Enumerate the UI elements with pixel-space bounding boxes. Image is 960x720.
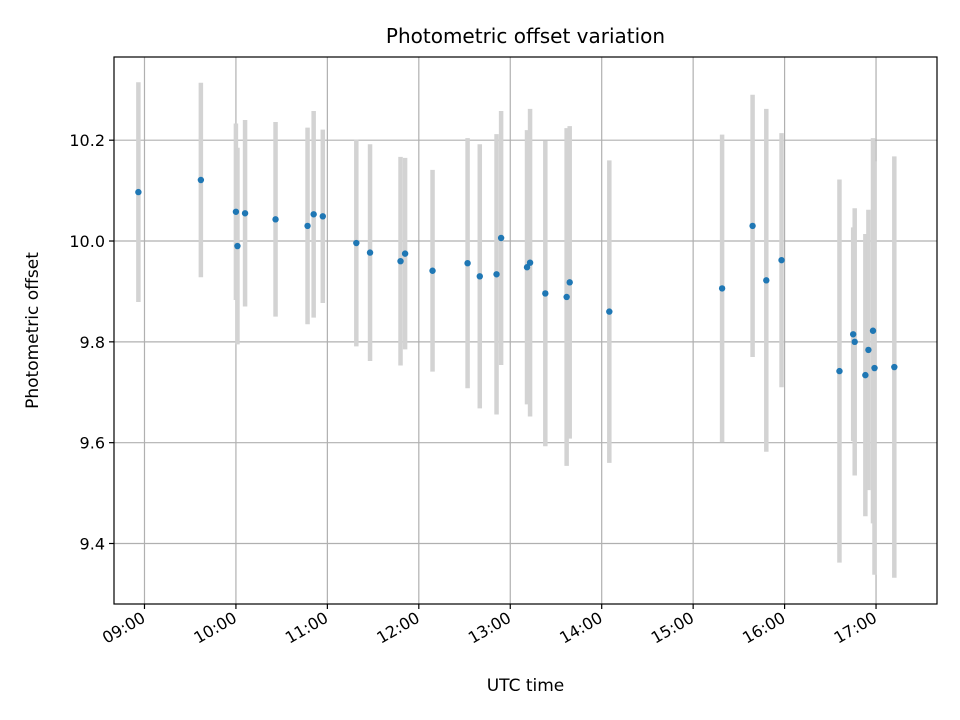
data-point bbox=[319, 213, 326, 220]
data-point bbox=[563, 293, 570, 301]
data-point bbox=[763, 277, 770, 284]
y-axis-ticks: 9.4 9.6 9.8 10.0 10.2 bbox=[69, 131, 114, 554]
data-point bbox=[851, 338, 858, 346]
data-point bbox=[429, 267, 436, 274]
data-point bbox=[135, 188, 142, 196]
data-point bbox=[526, 259, 534, 266]
data-point bbox=[566, 279, 573, 286]
data-point bbox=[497, 234, 505, 242]
x-axis-ticks: 09:00 10:00 11:00 12:00 13:00 14:00 15:00 16:00… bbox=[99, 604, 880, 648]
x-axis-label: UTC time bbox=[487, 676, 565, 696]
data-point bbox=[891, 363, 898, 371]
chart-title: Photometric offset variation bbox=[386, 24, 665, 48]
data-point bbox=[476, 273, 483, 280]
data-point bbox=[869, 327, 877, 334]
y-tick-label: 10.2 bbox=[69, 131, 105, 150]
data-point bbox=[493, 271, 500, 278]
error-bars bbox=[136, 82, 897, 578]
data-point bbox=[353, 239, 360, 247]
data-point bbox=[849, 331, 857, 338]
y-tick-label: 9.8 bbox=[80, 333, 105, 352]
y-axis-label: Photometric offset bbox=[23, 252, 43, 409]
x-tick-label: 17:00 bbox=[831, 608, 880, 648]
data-point bbox=[397, 257, 404, 265]
data-point bbox=[401, 250, 409, 257]
data-point bbox=[366, 249, 374, 256]
data-point bbox=[871, 364, 878, 372]
y-tick-label: 9.6 bbox=[80, 434, 105, 453]
x-tick-label: 09:00 bbox=[99, 608, 148, 648]
data-point bbox=[836, 367, 843, 375]
plot-frame bbox=[113, 56, 938, 605]
x-tick-label: 11:00 bbox=[282, 608, 331, 648]
data-point bbox=[862, 371, 869, 379]
x-tick-label: 15:00 bbox=[648, 608, 697, 648]
data-point bbox=[606, 308, 613, 315]
data-point bbox=[241, 210, 249, 217]
y-tick-label: 9.4 bbox=[80, 535, 105, 554]
data-point bbox=[778, 256, 785, 264]
data-point bbox=[718, 285, 726, 292]
data-point bbox=[542, 290, 549, 297]
y-tick-label: 10.0 bbox=[69, 232, 105, 251]
x-tick-label: 10:00 bbox=[190, 608, 239, 648]
data-points bbox=[135, 176, 898, 379]
data-point bbox=[865, 346, 872, 354]
data-point bbox=[234, 242, 241, 250]
data-point bbox=[197, 176, 205, 184]
data-point bbox=[749, 222, 756, 230]
data-point bbox=[464, 259, 471, 267]
x-tick-label: 14:00 bbox=[556, 608, 605, 648]
data-point bbox=[304, 222, 311, 230]
data-point bbox=[272, 216, 279, 223]
x-tick-label: 12:00 bbox=[373, 608, 422, 648]
x-tick-label: 16:00 bbox=[739, 608, 788, 648]
data-point bbox=[523, 264, 531, 271]
data-point bbox=[232, 208, 240, 215]
data-point bbox=[310, 211, 317, 218]
x-tick-label: 13:00 bbox=[465, 608, 514, 648]
